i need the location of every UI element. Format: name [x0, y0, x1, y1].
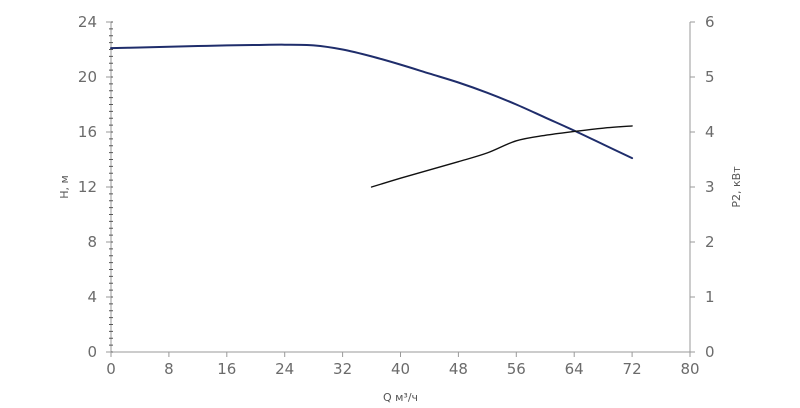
x-tick-label-48: 48: [449, 360, 468, 378]
y-tick-label-8: 8: [87, 233, 97, 251]
x-tick-label-16: 16: [217, 360, 236, 378]
y2-tick-label-3: 3: [705, 178, 715, 196]
series-layer: [110, 43, 634, 188]
y2-tick-label-5: 5: [705, 68, 715, 86]
y-tick-label-12: 12: [78, 178, 97, 196]
y2-axis-title: P2, кВт: [730, 166, 743, 208]
power-curve: [370, 125, 633, 188]
head-curve: [110, 43, 634, 160]
y-axis-title: H, м: [58, 175, 71, 199]
x-tick-label-72: 72: [623, 360, 642, 378]
x-tick-label-64: 64: [565, 360, 584, 378]
x-tick-label-32: 32: [333, 360, 352, 378]
y2-tick-label-0: 0: [705, 343, 715, 361]
x-axis-title: Q м³/ч: [383, 391, 418, 404]
y2-tick-label-1: 1: [705, 288, 715, 306]
y-tick-label-24: 24: [78, 13, 97, 31]
x-tick-label-24: 24: [275, 360, 294, 378]
y2-tick-label-2: 2: [705, 233, 715, 251]
y2-tick-label-6: 6: [705, 13, 715, 31]
labels: Q м³/ч H, м P2, кВт: [58, 166, 743, 404]
y2-tick-label-4: 4: [705, 123, 715, 141]
x-tick-label-56: 56: [507, 360, 526, 378]
y-tick-label-4: 4: [87, 288, 97, 306]
y-tick-label-0: 0: [87, 343, 97, 361]
x-tick-label-0: 0: [106, 360, 116, 378]
x-tick-label-40: 40: [391, 360, 410, 378]
y-tick-label-20: 20: [78, 68, 97, 86]
y-tick-label-16: 16: [78, 123, 97, 141]
x-tick-label-80: 80: [680, 360, 699, 378]
x-tick-label-8: 8: [164, 360, 174, 378]
